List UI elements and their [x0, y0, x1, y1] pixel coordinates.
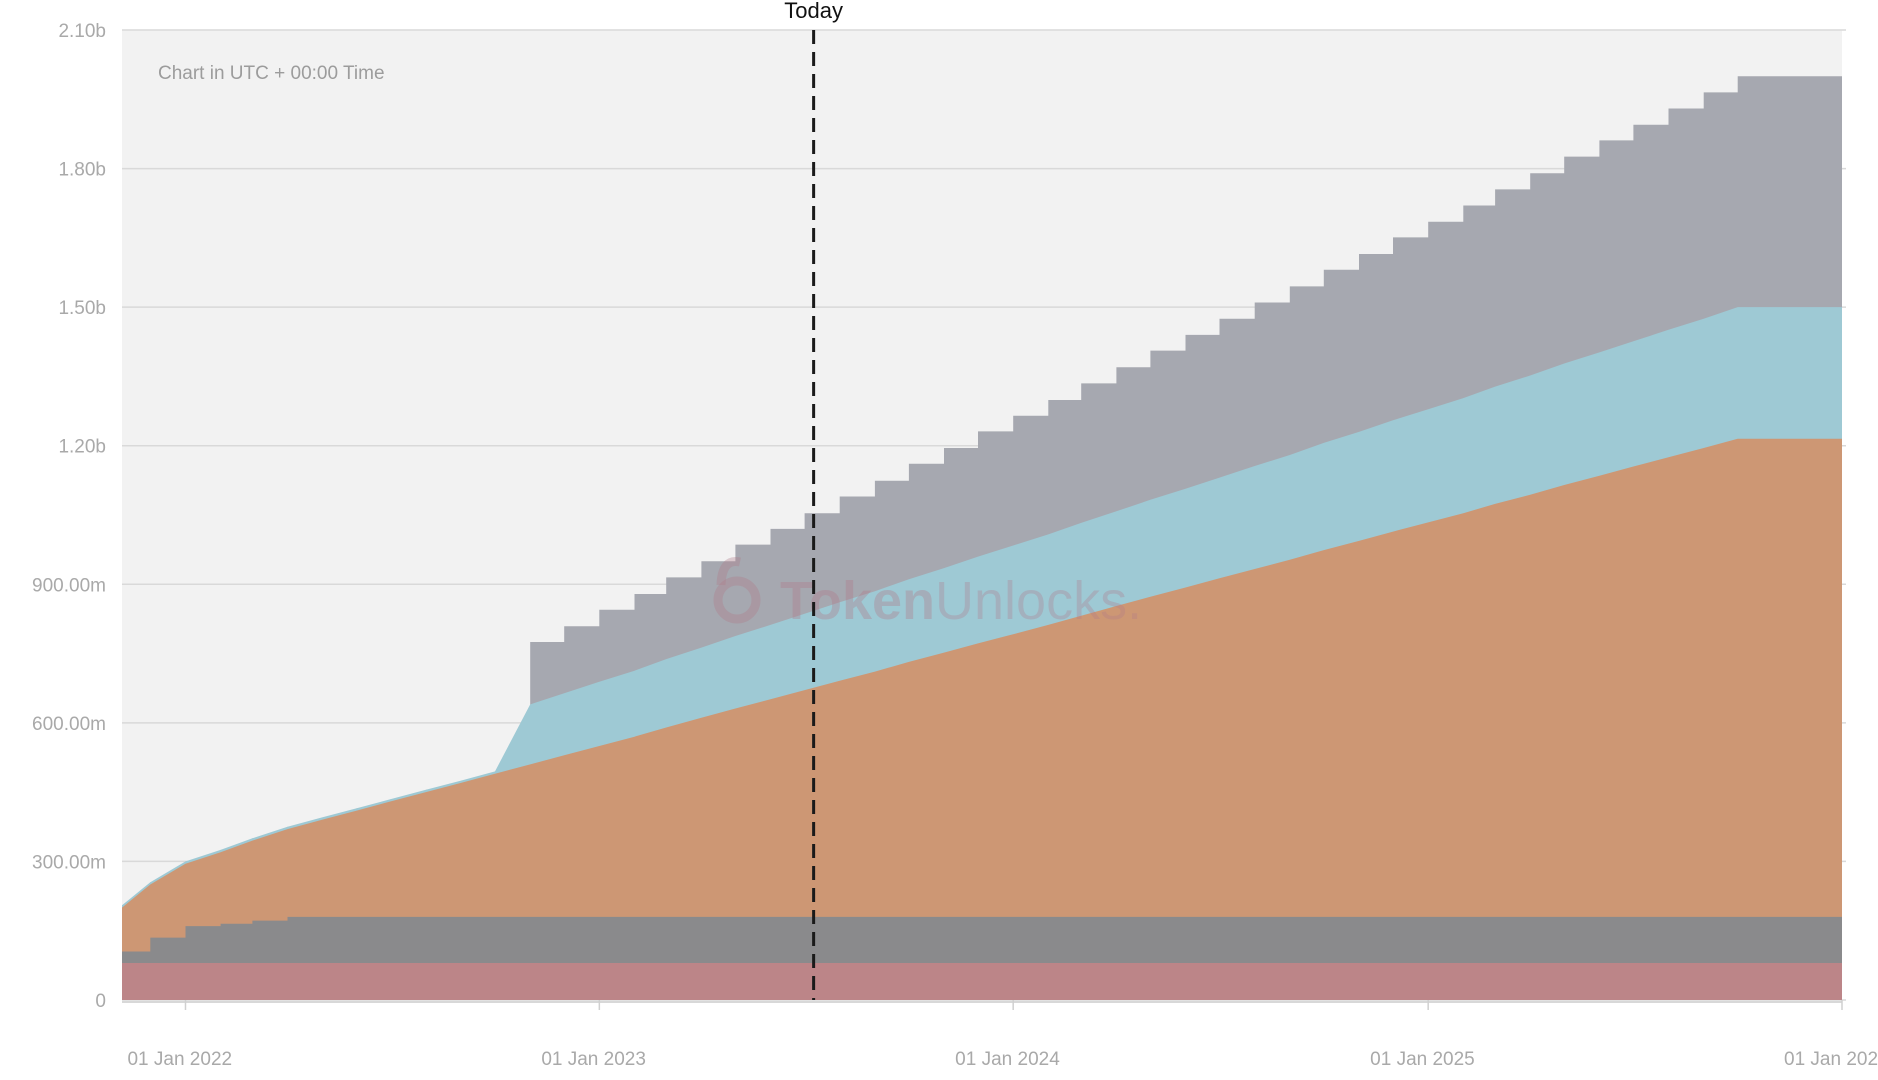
x-tick-label: 01 Jan 2023: [541, 1049, 646, 1070]
x-axis: 01 Jan 2022 01 Jan 2023 01 Jan 2024 01 Jan …: [122, 1000, 1878, 1070]
x-tick-label: 01 Jan 2026: [1784, 1049, 1878, 1070]
y-tick-label: 300.00m: [32, 852, 106, 873]
area-series-s1: [122, 963, 1842, 1000]
y-tick-label: 0: [95, 991, 106, 1012]
y-tick-label: 1.20b: [58, 437, 106, 458]
timezone-note: Chart in UTC + 00:00 Time: [158, 63, 385, 84]
x-tick-label: 01 Jan 2024: [955, 1049, 1060, 1070]
area-series-s3: [122, 438, 1842, 1000]
y-tick-label: 1.50b: [58, 298, 106, 319]
y-tick-label: 1.80b: [58, 160, 106, 181]
y-tick-label: 600.00m: [32, 714, 106, 735]
y-axis: 0 300.00m 600.00m 900.00m 1.20b 1.50b 1.80b 2.1…: [32, 21, 106, 1012]
watermark-text: TokenUnlocks.: [780, 571, 1142, 631]
stacked-areas: [122, 76, 1842, 1001]
watermark-logo: TokenUnlocks.: [713, 557, 1142, 631]
watermark-lock-icon: [713, 576, 761, 624]
watermark-lock-shackle: [716, 557, 741, 586]
today-label: Today: [784, 0, 843, 23]
x-tick-label: 01 Jan 2025: [1370, 1049, 1475, 1070]
y-tick-label: 2.10b: [58, 21, 106, 42]
y-tick-label: 900.00m: [32, 575, 106, 596]
x-tick-label: 01 Jan 2022: [127, 1049, 232, 1070]
